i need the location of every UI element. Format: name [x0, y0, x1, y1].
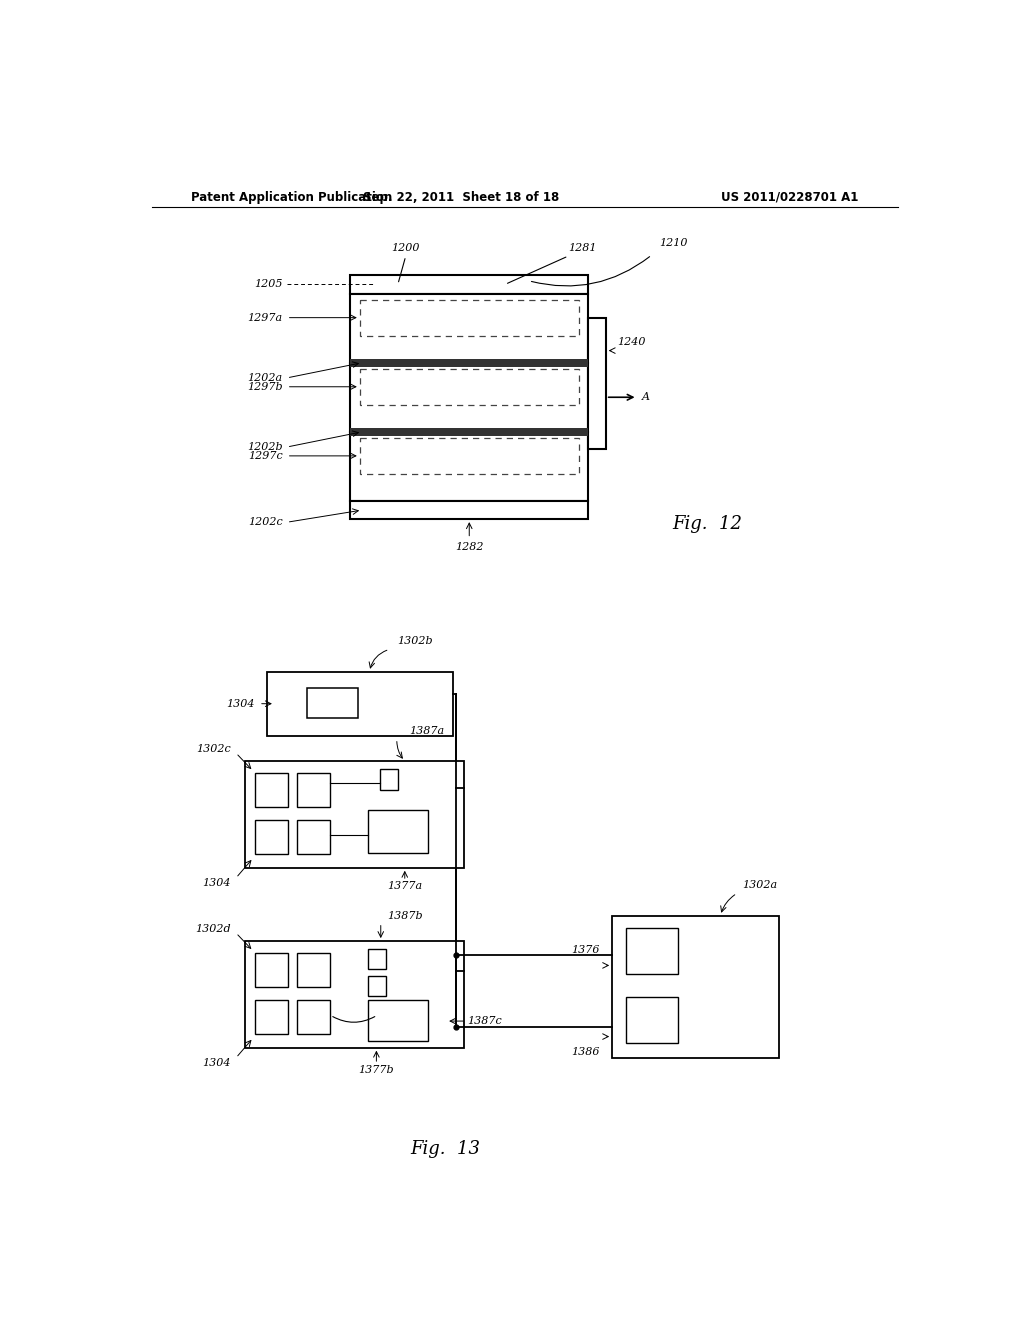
Text: Sep. 22, 2011  Sheet 18 of 18: Sep. 22, 2011 Sheet 18 of 18 — [364, 190, 559, 203]
Text: Fig.  12: Fig. 12 — [673, 515, 742, 533]
Text: 1202c: 1202c — [248, 517, 283, 527]
Text: 1377b: 1377b — [358, 1065, 394, 1074]
Text: 1200: 1200 — [391, 243, 420, 253]
Bar — [297, 774, 331, 807]
Text: 1304: 1304 — [226, 698, 255, 709]
Text: 1302d: 1302d — [196, 924, 231, 933]
Text: A: A — [641, 392, 649, 403]
Text: 1282: 1282 — [455, 541, 483, 552]
Text: 1297a: 1297a — [248, 313, 283, 322]
Text: 1202b: 1202b — [247, 442, 283, 451]
Bar — [627, 997, 678, 1043]
Bar — [246, 941, 464, 1048]
Text: US 2011/0228701 A1: US 2011/0228701 A1 — [721, 190, 858, 203]
Text: 1387c: 1387c — [468, 1016, 503, 1026]
Bar — [255, 774, 289, 807]
Bar — [297, 820, 331, 854]
Bar — [350, 293, 588, 500]
Text: 1304: 1304 — [203, 878, 231, 888]
Text: 1302b: 1302b — [397, 636, 433, 647]
Text: 1281: 1281 — [568, 243, 597, 253]
Bar — [350, 500, 588, 519]
Bar — [255, 953, 289, 987]
Bar — [588, 318, 606, 449]
Text: 1297c: 1297c — [248, 451, 283, 461]
Bar — [380, 770, 397, 789]
Bar — [255, 1001, 289, 1034]
Text: 1377a: 1377a — [387, 882, 422, 891]
Bar — [350, 276, 588, 293]
Bar — [369, 975, 386, 995]
Bar — [306, 688, 358, 718]
Text: 1210: 1210 — [659, 238, 688, 248]
Text: 1376: 1376 — [571, 945, 600, 956]
Bar — [612, 916, 778, 1057]
Text: 1202a: 1202a — [248, 374, 283, 383]
Text: Fig.  13: Fig. 13 — [411, 1140, 480, 1159]
Bar — [350, 359, 588, 367]
Bar — [627, 928, 678, 974]
Text: 1386: 1386 — [571, 1047, 600, 1057]
Bar — [369, 1001, 428, 1040]
Bar — [350, 428, 588, 436]
Text: 1387a: 1387a — [410, 726, 444, 735]
Bar — [246, 762, 464, 867]
Text: 1302a: 1302a — [742, 880, 777, 890]
Bar — [369, 949, 386, 969]
Bar — [297, 953, 331, 987]
Text: 1387b: 1387b — [387, 911, 423, 920]
Bar — [297, 1001, 331, 1034]
Text: 1297b: 1297b — [247, 381, 283, 392]
Bar — [359, 368, 579, 405]
Text: 1205: 1205 — [254, 280, 283, 289]
Bar — [359, 300, 579, 335]
Bar — [369, 810, 428, 853]
Bar — [267, 672, 454, 735]
Text: 1240: 1240 — [617, 338, 646, 347]
Text: Patent Application Publication: Patent Application Publication — [191, 190, 393, 203]
Text: 1302c: 1302c — [197, 744, 231, 754]
Bar — [255, 820, 289, 854]
Text: 1304: 1304 — [203, 1059, 231, 1068]
Bar — [359, 438, 579, 474]
